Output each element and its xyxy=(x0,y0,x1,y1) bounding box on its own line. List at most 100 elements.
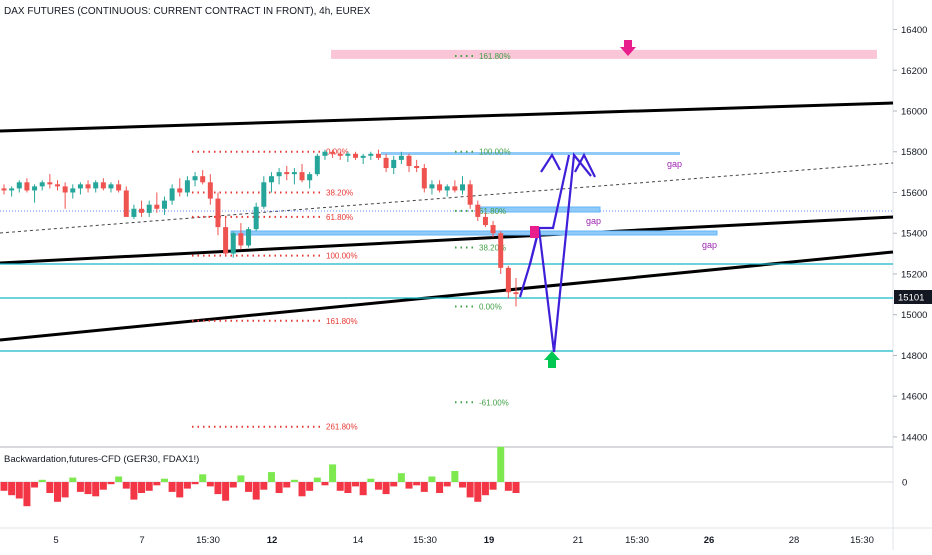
x-tick-label: 12 xyxy=(267,535,278,546)
indicator-bar xyxy=(405,482,413,489)
candle-body xyxy=(307,174,313,181)
x-tick-label: 21 xyxy=(573,535,584,546)
indicator-bar xyxy=(451,471,459,482)
candle-body xyxy=(345,153,351,156)
x-tick-label: 15:30 xyxy=(196,535,220,546)
candle-body xyxy=(375,153,381,158)
indicator-bar xyxy=(252,482,260,500)
y-tick-label: 15000 xyxy=(901,310,927,321)
indicator-bar xyxy=(428,476,436,482)
down-arrow-icon xyxy=(620,40,636,56)
indicator-bar xyxy=(466,482,474,498)
candle-body xyxy=(482,216,488,226)
candle-body xyxy=(261,182,267,207)
price-tag-label: 15101 xyxy=(898,293,924,304)
indicator-bar xyxy=(53,482,61,502)
candle-body xyxy=(314,155,320,175)
projection-path-alt xyxy=(528,154,571,265)
indicator-bar xyxy=(122,482,130,489)
candle-body xyxy=(54,184,60,187)
y-tick-label: 16200 xyxy=(901,66,927,77)
indicator-bar xyxy=(359,482,367,496)
candle-body xyxy=(70,188,76,193)
candle-body xyxy=(291,172,297,175)
fib-red-label: 0.00% xyxy=(326,148,349,157)
indicator-bar xyxy=(176,482,184,498)
gap-box-top xyxy=(381,152,680,155)
chart-title: DAX FUTURES (CONTINUOUS: CURRENT CONTRAC… xyxy=(4,6,371,17)
indicator-bar xyxy=(481,482,489,496)
candle-body xyxy=(460,184,466,191)
candle-body xyxy=(100,182,106,189)
indicator-bar xyxy=(336,482,344,491)
indicator-bar xyxy=(214,482,222,495)
candle-body xyxy=(253,206,259,230)
candle-body xyxy=(444,186,450,191)
candle-body xyxy=(24,182,30,191)
gap-label: gap xyxy=(586,216,601,226)
indicator-bar xyxy=(61,482,69,498)
y-tick-label: 15400 xyxy=(901,229,927,240)
candle-body xyxy=(330,151,336,154)
candle-body xyxy=(360,155,366,158)
gap-label: gap xyxy=(702,240,717,250)
indicator-bar xyxy=(183,482,191,489)
indicator-bar xyxy=(260,482,268,490)
candle-body xyxy=(475,204,481,217)
candle-body xyxy=(161,200,167,209)
candle-body xyxy=(139,208,145,213)
indicator-bar xyxy=(160,478,168,482)
indicator-bar xyxy=(222,482,230,501)
candle-body xyxy=(32,186,38,191)
indicator-bar xyxy=(329,464,337,482)
indicator-bar xyxy=(367,478,375,482)
indicator-bar xyxy=(38,479,46,482)
candle-body xyxy=(215,198,221,228)
indicator-bar xyxy=(298,482,306,497)
fib-red-label: 38.20% xyxy=(326,188,353,197)
x-tick-label: 28 xyxy=(789,535,800,546)
indicator-bar xyxy=(321,482,329,486)
indicator-bar xyxy=(290,479,298,482)
target-zone xyxy=(331,49,877,59)
candle-body xyxy=(116,184,122,191)
candle-body xyxy=(452,186,458,191)
candle-body xyxy=(192,176,198,181)
candle-body xyxy=(207,182,213,199)
indicator-zero-label: 0 xyxy=(902,478,907,489)
indicator-bar xyxy=(23,482,31,507)
fib-green-label: 0.00% xyxy=(479,303,502,312)
y-tick-label: 14600 xyxy=(901,392,927,403)
indicator-bar xyxy=(92,482,100,497)
indicator-bar xyxy=(344,482,352,493)
indicator-bar xyxy=(306,482,314,491)
indicator-bar xyxy=(512,482,520,493)
candle-body xyxy=(322,151,328,156)
indicator-bar xyxy=(46,482,54,493)
indicator-bar xyxy=(489,482,497,490)
indicator-bar xyxy=(145,482,153,491)
candle-body xyxy=(47,182,53,185)
indicator-bar xyxy=(153,482,161,486)
indicator-bar xyxy=(245,482,253,492)
candle-body xyxy=(398,155,404,160)
candle-body xyxy=(429,184,435,189)
candle-body xyxy=(437,184,443,191)
indicator-bar xyxy=(352,482,360,487)
fib-red-label: 161.80% xyxy=(326,317,358,326)
gap-box-lower xyxy=(230,230,718,236)
candle-body xyxy=(299,172,305,181)
candle-body xyxy=(406,155,412,166)
indicator-bar xyxy=(459,482,467,488)
y-tick-label: 15600 xyxy=(901,188,927,199)
candle-body xyxy=(9,188,15,191)
fib-red-label: 61.80% xyxy=(326,213,353,222)
candle-body xyxy=(169,188,175,201)
fib-green-label: 100.00% xyxy=(479,148,511,157)
candle-body xyxy=(337,153,343,156)
candle-body xyxy=(131,208,137,217)
indicator-bar xyxy=(390,482,398,487)
indicator-bar xyxy=(413,482,421,486)
